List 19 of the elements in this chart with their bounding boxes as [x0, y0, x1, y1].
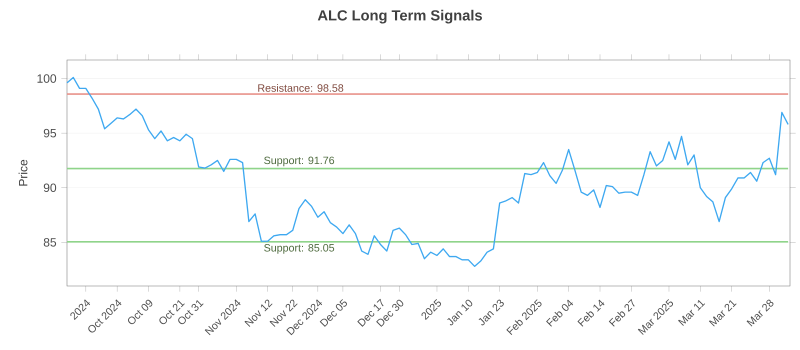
ref-line-label: Support: 85.05: [264, 244, 334, 254]
x-tick-label: Mar 28: [746, 300, 774, 326]
chart-title: ALC Long Term Signals: [318, 10, 482, 24]
x-tick-label: Mar 11: [678, 300, 706, 326]
x-tick-label: Jan 10: [447, 300, 472, 326]
x-tick-label: Oct 09: [128, 300, 152, 324]
ref-line-label: Support: 91.76: [264, 156, 334, 166]
x-tick-label: Feb 27: [608, 299, 635, 327]
y-tick-label: 85: [44, 238, 56, 247]
y-axis-title: Price: [18, 160, 28, 186]
ref-line-label: Resistance: 98.58: [258, 84, 344, 92]
y-tick-label: 95: [44, 128, 56, 138]
y-tick-label: 90: [44, 183, 56, 192]
x-tick-label: Mar 21: [708, 300, 737, 326]
x-tick-label: Jan 23: [478, 300, 504, 326]
x-tick-label: Feb 04: [546, 300, 574, 327]
y-tick-label: 100: [37, 74, 56, 83]
x-tick-label: Feb 14: [577, 300, 605, 327]
line-series: [66, 76, 789, 268]
